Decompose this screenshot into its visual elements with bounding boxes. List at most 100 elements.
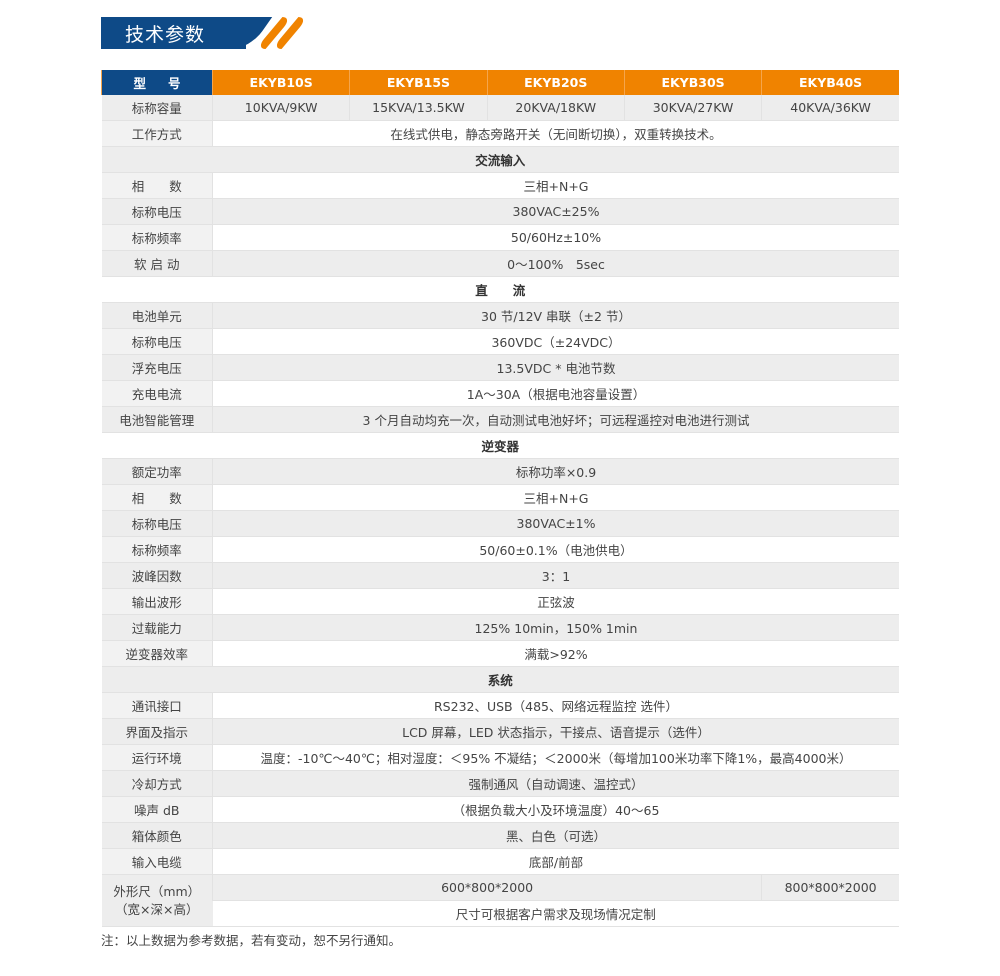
row-label: 工作方式: [101, 120, 213, 147]
table-row: 尺寸可根据客户需求及现场情况定制: [102, 900, 899, 927]
table-row: 浮充电压 13.5VDC * 电池节数: [101, 354, 899, 381]
row-label: 浮充电压: [101, 354, 213, 381]
header-model: EKYB30S: [623, 70, 762, 95]
row-value: 600*800*2000: [211, 874, 762, 901]
table-row: 标称电压 380VAC±25%: [101, 198, 899, 225]
table-row: 标称容量 10KVA/9KW 15KVA/13.5KW 20KVA/18KW 30KVA…: [101, 95, 899, 121]
section-heading: 逆变器: [101, 432, 899, 459]
row-label: 标称电压: [101, 328, 213, 355]
row-label: 输出波形: [101, 588, 213, 615]
row-value: 正弦波: [212, 588, 899, 615]
row-label: 标称容量: [101, 95, 213, 121]
table-row: 标称电压 380VAC±1%: [101, 510, 899, 537]
row-value: 强制通风（自动调速、温控式）: [212, 770, 899, 797]
row-label: 标称电压: [101, 198, 213, 225]
table-row: 电池单元 30 节/12V 串联（±2 节）: [101, 302, 899, 329]
table-row: 逆变器效率 满载>92%: [101, 640, 899, 667]
row-value: 125% 10min，150% 1min: [212, 614, 899, 641]
table-row: 软 启 动 0～100% 5sec: [101, 250, 899, 277]
table-row: 标称频率 50/60±0.1%（电池供电）: [101, 536, 899, 563]
row-value: 380VAC±1%: [212, 510, 899, 537]
row-value: 360VDC（±24VDC）: [212, 328, 899, 355]
row-label: 充电电流: [101, 380, 213, 407]
header-label: 型号: [101, 70, 213, 95]
row-label: 软 启 动: [101, 250, 213, 277]
section-row: 直 流: [101, 276, 899, 303]
row-value: 三相+N+G: [212, 484, 899, 511]
table-row: 波峰因数 3：1: [101, 562, 899, 589]
section-heading: 直 流: [101, 276, 899, 303]
table-row: 充电电流 1A～30A（根据电池容量设置）: [101, 380, 899, 407]
row-label: 界面及指示: [101, 718, 213, 745]
banner-shape: [101, 17, 246, 49]
spec-table: 型号 EKYB10S EKYB15S EKYB20S EKYB30S EKYB4…: [101, 70, 899, 927]
row-value: 380VAC±25%: [212, 198, 899, 225]
row-value: 尺寸可根据客户需求及现场情况定制: [212, 900, 899, 927]
row-value: 满载>92%: [212, 640, 899, 667]
row-value: 30KVA/27KW: [623, 95, 762, 121]
row-label: 标称电压: [101, 510, 213, 537]
row-value: LCD 屏幕，LED 状态指示，干接点、语音提示（选件）: [212, 718, 899, 745]
row-value: 20KVA/18KW: [486, 95, 625, 121]
row-value: 温度：-10℃～40℃；相对湿度：＜95% 不凝结；＜2000米（每增加100米…: [212, 744, 899, 771]
header-model: EKYB15S: [349, 70, 488, 95]
table-row: 标称电压 360VDC（±24VDC）: [101, 328, 899, 355]
table-row: 过载能力 125% 10min，150% 1min: [101, 614, 899, 641]
row-value: 800*800*2000: [761, 874, 899, 901]
row-label: 运行环境: [101, 744, 213, 771]
row-label-line: （宽×深×高）: [115, 901, 199, 917]
section-title-banner: 技术参数: [101, 17, 309, 49]
table-row: 界面及指示 LCD 屏幕，LED 状态指示，干接点、语音提示（选件）: [101, 718, 899, 745]
table-row: 运行环境 温度：-10℃～40℃；相对湿度：＜95% 不凝结；＜2000米（每增加…: [101, 744, 899, 771]
section-row: 系统: [101, 666, 899, 693]
table-row: 相 数三相+N+G: [101, 172, 899, 199]
page-title: 技术参数: [125, 24, 206, 46]
row-value: 黑、白色（可选）: [212, 822, 899, 849]
row-label: 箱体颜色: [101, 822, 213, 849]
table-row: 额定功率 标称功率×0.9: [101, 458, 899, 485]
row-label: 通讯接口: [101, 692, 213, 719]
row-label: 冷却方式: [101, 770, 213, 797]
row-label: 电池单元: [101, 302, 213, 329]
row-value: 底部/前部: [212, 848, 899, 875]
row-label: 外形尺（mm） （宽×深×高）: [101, 874, 213, 927]
table-header-row: 型号 EKYB10S EKYB15S EKYB20S EKYB30S EKYB4…: [101, 70, 899, 95]
row-label: 标称频率: [101, 224, 213, 251]
table-row: 噪声 dB （根据负载大小及环境温度）40～65: [101, 796, 899, 823]
header-model: EKYB40S: [761, 70, 899, 95]
row-value: （根据负载大小及环境温度）40～65: [212, 796, 899, 823]
row-value: 13.5VDC * 电池节数: [212, 354, 899, 381]
footnote: 注：以上数据为参考数据，若有变动，恕不另行通知。: [101, 933, 402, 948]
row-label: 电池智能管理: [101, 406, 213, 433]
row-label: 过载能力: [101, 614, 213, 641]
table-row: 电池智能管理 3 个月自动均充一次，自动测试电池好坏；可远程遥控对电池进行测试: [101, 406, 899, 433]
table-row: 工作方式 在线式供电，静态旁路开关（无间断切换），双重转换技术。: [101, 120, 899, 147]
row-label: 标称频率: [101, 536, 213, 563]
table-row: 箱体颜色 黑、白色（可选）: [101, 822, 899, 849]
table-row: 输出波形 正弦波: [101, 588, 899, 615]
row-value: 50/60±0.1%（电池供电）: [212, 536, 899, 563]
row-label: 额定功率: [101, 458, 213, 485]
row-label: 相 数: [101, 172, 213, 199]
row-value: 1A～30A（根据电池容量设置）: [212, 380, 899, 407]
row-value: 三相+N+G: [212, 172, 899, 199]
row-label: 噪声 dB: [101, 796, 213, 823]
table-row: 相 数三相+N+G: [101, 484, 899, 511]
header-model: EKYB20S: [486, 70, 625, 95]
section-row: 逆变器: [101, 432, 899, 459]
section-heading: 系统: [101, 666, 899, 693]
row-value: 50/60Hz±10%: [212, 224, 899, 251]
table-row: 通讯接口 RS232、USB（485、网络远程监控 选件）: [101, 692, 899, 719]
row-value: 30 节/12V 串联（±2 节）: [212, 302, 899, 329]
row-label-line: 外形尺（mm）: [113, 883, 201, 899]
row-value: 3 个月自动均充一次，自动测试电池好坏；可远程遥控对电池进行测试: [212, 406, 899, 433]
row-value: 10KVA/9KW: [211, 95, 350, 121]
row-value: 3：1: [212, 562, 899, 589]
row-value: 0～100% 5sec: [212, 250, 899, 277]
row-value: 在线式供电，静态旁路开关（无间断切换），双重转换技术。: [212, 120, 899, 147]
header-model: EKYB10S: [211, 70, 350, 95]
table-row: 输入电缆 底部/前部: [101, 848, 899, 875]
section-row: 交流输入: [101, 146, 899, 173]
table-row: 外形尺（mm） （宽×深×高） 600*800*2000 800*800*2000: [101, 874, 899, 927]
